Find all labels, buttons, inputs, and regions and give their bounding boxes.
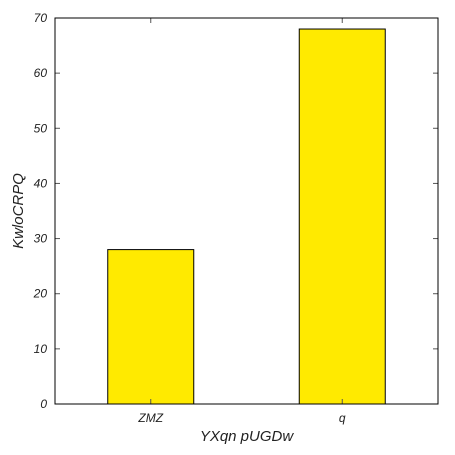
y-tick-label: 50 bbox=[34, 121, 48, 135]
y-tick-label: 40 bbox=[34, 176, 48, 190]
bar-q bbox=[298, 28, 386, 405]
x-tick-label: q bbox=[339, 411, 346, 425]
bars-group bbox=[107, 28, 386, 405]
y-tick-label: 20 bbox=[33, 287, 48, 301]
x-axis-title: YXqn pUGDw bbox=[200, 428, 295, 445]
y-tick-label: 70 bbox=[34, 11, 48, 25]
plot-frame bbox=[54, 17, 439, 405]
y-tick-label: 10 bbox=[34, 342, 48, 356]
y-tick-label: 60 bbox=[34, 66, 48, 80]
y-axis-title: KwloCRPQ bbox=[10, 173, 27, 249]
y-tick-label: 0 bbox=[40, 397, 47, 411]
x-tick-label: ZMZ bbox=[137, 411, 163, 425]
x-axis-ticks: ZMZ q bbox=[137, 18, 346, 425]
y-tick-label: 30 bbox=[34, 232, 48, 246]
bar-zmz bbox=[107, 249, 195, 405]
